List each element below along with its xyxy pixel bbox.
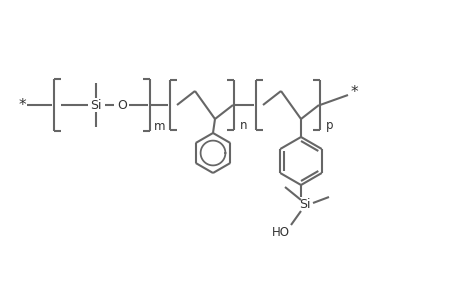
Text: O: O [117, 98, 127, 112]
Text: Si: Si [90, 98, 101, 112]
Text: m: m [154, 119, 165, 133]
Text: HO: HO [271, 226, 289, 239]
Text: *: * [18, 98, 26, 112]
Text: p: p [325, 118, 333, 131]
Text: Si: Si [299, 199, 310, 212]
Text: *: * [349, 85, 357, 100]
Text: n: n [240, 118, 247, 131]
